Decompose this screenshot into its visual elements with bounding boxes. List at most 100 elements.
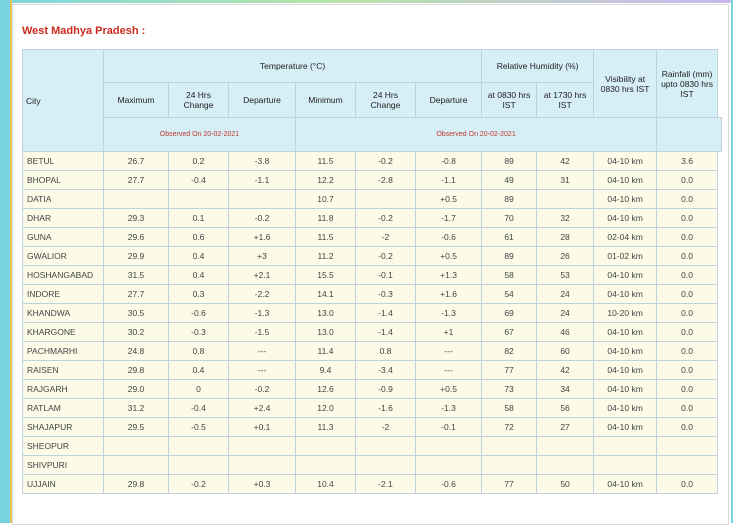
rh-0830-cell: 54 xyxy=(481,284,538,304)
max-change-cell: -0.5 xyxy=(168,417,229,437)
table-row: GUNA 29.6 0.6 +1.6 11.5 -2 -0.6 61 28 02-04 km 0.0 xyxy=(22,227,722,247)
max-temp-cell xyxy=(103,455,169,475)
rainfall-cell: 0.0 xyxy=(656,246,719,266)
min-departure-cell xyxy=(414,455,483,475)
min-temp-cell: 11.3 xyxy=(295,417,356,437)
max-temp-cell: 26.7 xyxy=(103,151,169,171)
max-temp-cell: 29.8 xyxy=(103,360,169,380)
min-departure-cell xyxy=(414,436,483,456)
table-row: HOSHANGABAD 31.5 0.4 +2.1 15.5 -0.1 +1.3 58 53 04… xyxy=(22,265,722,285)
right-decorative-bar xyxy=(731,0,733,523)
rainfall-header: Rainfall (mm) upto 0830 hrs IST xyxy=(656,49,719,118)
rh-1730-cell: 26 xyxy=(536,246,595,266)
observed-date-min: Observed On 20-02-2021 xyxy=(294,117,658,152)
max-departure-cell: -3.8 xyxy=(228,151,296,171)
max-temp-cell: 27.7 xyxy=(103,170,169,190)
min-departure-cell: --- xyxy=(414,360,483,380)
min-temp-header: Minimum xyxy=(295,82,356,118)
min-temp-cell xyxy=(295,455,356,475)
max-temp-cell: 24.8 xyxy=(103,341,169,361)
min-temp-cell: 15.5 xyxy=(295,265,356,285)
rh-0830-cell: 61 xyxy=(481,227,538,247)
visibility-cell: 04-10 km xyxy=(593,417,658,437)
visibility-cell: 04-10 km xyxy=(593,170,658,190)
city-cell: KHANDWA xyxy=(22,303,104,323)
max-change-cell: 0.6 xyxy=(168,227,229,247)
visibility-cell: 04-10 km xyxy=(593,189,658,209)
rh-0830-cell: 67 xyxy=(481,322,538,342)
city-cell: KHARGONE xyxy=(22,322,104,342)
rh-1730-cell: 34 xyxy=(536,379,595,399)
rh-0830-cell: 72 xyxy=(481,417,538,437)
min-departure-cell: -1.1 xyxy=(414,170,483,190)
visibility-cell: 10-20 km xyxy=(593,303,658,323)
min-temp-cell: 11.8 xyxy=(295,208,356,228)
table-row: KHANDWA 30.5 -0.6 -1.3 13.0 -1.4 -1.3 69 24 10-20… xyxy=(22,303,722,323)
max-change-cell: -0.2 xyxy=(168,474,229,494)
min-temp-cell: 11.5 xyxy=(295,151,356,171)
min-departure-cell: +1.6 xyxy=(414,284,483,304)
min-departure-cell: +0.5 xyxy=(414,379,483,399)
visibility-cell: 04-10 km xyxy=(593,265,658,285)
max-temp-cell: 29.9 xyxy=(103,246,169,266)
max-change-header: 24 Hrs Change xyxy=(168,82,229,118)
city-cell: GWALIOR xyxy=(22,246,104,266)
rainfall-cell: 0.0 xyxy=(656,360,719,380)
left-decorative-bar xyxy=(0,0,10,523)
rh-1730-cell: 60 xyxy=(536,341,595,361)
observed-date-max: Observed On 20-02-2021 xyxy=(103,117,296,152)
rainfall-cell: 0.0 xyxy=(656,189,719,209)
rainfall-cell: 0.0 xyxy=(656,341,719,361)
rh-1730-cell xyxy=(536,436,595,456)
min-change-header: 24 Hrs Change xyxy=(355,82,416,118)
max-temp-cell: 29.6 xyxy=(103,227,169,247)
table-row: DHAR 29.3 0.1 -0.2 11.8 -0.2 -1.7 70 32 04-10 km 0… xyxy=(22,208,722,228)
min-change-cell xyxy=(355,189,416,209)
min-departure-cell: +1.3 xyxy=(414,265,483,285)
rh-1730-cell: 27 xyxy=(536,417,595,437)
section-title: West Madhya Pradesh : xyxy=(22,25,146,37)
table-row: SHAJAPUR 29.5 -0.5 +0.1 11.3 -2 -0.1 72 27 04-10 … xyxy=(22,417,722,437)
max-temp-header: Maximum xyxy=(103,82,169,118)
table-row: BETUL 26.7 0.2 -3.8 11.5 -0.2 -0.8 89 42 04-10 km… xyxy=(22,151,722,171)
min-change-cell: -0.9 xyxy=(355,379,416,399)
visibility-cell: 02-04 km xyxy=(593,227,658,247)
max-departure-cell: -0.2 xyxy=(228,379,296,399)
min-change-cell: -1.4 xyxy=(355,303,416,323)
table-row: DATIA 10.7 +0.5 89 04-10 km 0.0 xyxy=(22,189,722,209)
visibility-cell: 04-10 km xyxy=(593,474,658,494)
table-row: RAISEN 29.8 0.4 --- 9.4 -3.4 --- 77 42 04-10 km 0.… xyxy=(22,360,722,380)
table-row: SHEOPUR xyxy=(22,436,722,456)
visibility-header: Visibility at 0830 hrs IST xyxy=(593,49,658,118)
min-change-cell: -2 xyxy=(355,227,416,247)
temperature-header: Temperature (°C) xyxy=(102,49,483,83)
max-change-cell xyxy=(168,436,229,456)
min-temp-cell: 11.5 xyxy=(295,227,356,247)
city-cell: PACHMARHI xyxy=(22,341,104,361)
min-departure-cell: -1.7 xyxy=(414,208,483,228)
min-departure-cell: +0.5 xyxy=(414,246,483,266)
rh-0830-cell xyxy=(481,455,538,475)
table-row: BHOPAL 27.7 -0.4 -1.1 12.2 -2.8 -1.1 49 31 04-10 … xyxy=(22,170,722,190)
top-gradient-strip xyxy=(0,0,733,3)
min-change-cell: -0.2 xyxy=(355,151,416,171)
visibility-cell: 04-10 km xyxy=(593,322,658,342)
visibility-cell: 04-10 km xyxy=(593,284,658,304)
rh-0830-cell: 89 xyxy=(481,246,538,266)
min-departure-cell: --- xyxy=(414,341,483,361)
city-cell: INDORE xyxy=(22,284,104,304)
max-departure-cell: -1.3 xyxy=(228,303,296,323)
visibility-cell: 04-10 km xyxy=(593,208,658,228)
rh-0830-cell: 49 xyxy=(481,170,538,190)
rh-0830-cell: 69 xyxy=(481,303,538,323)
city-cell: SHIVPURI xyxy=(22,455,104,475)
rainfall-cell: 0.0 xyxy=(656,284,719,304)
max-change-cell: 0.2 xyxy=(168,151,229,171)
rh-1730-cell: 56 xyxy=(536,398,595,418)
rh-0830-cell: 70 xyxy=(481,208,538,228)
min-departure-cell: -0.6 xyxy=(414,227,483,247)
rh-0830-cell: 58 xyxy=(481,398,538,418)
min-temp-cell: 10.7 xyxy=(295,189,356,209)
rh-0830-cell: 77 xyxy=(481,474,538,494)
min-change-cell: -1.4 xyxy=(355,322,416,342)
